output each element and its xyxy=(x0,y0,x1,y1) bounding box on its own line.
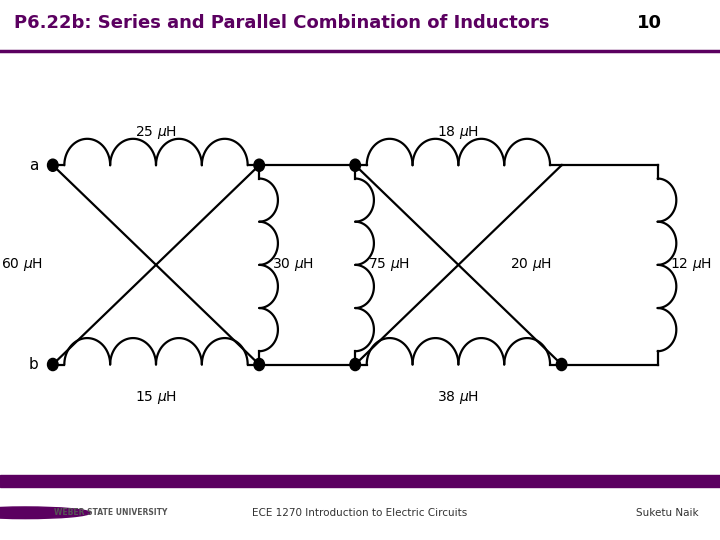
Circle shape xyxy=(48,359,58,370)
Text: 75 $\mu$H: 75 $\mu$H xyxy=(368,256,410,273)
Circle shape xyxy=(48,159,58,171)
Text: a: a xyxy=(29,158,38,173)
Text: ECE 1270 Introduction to Electric Circuits: ECE 1270 Introduction to Electric Circui… xyxy=(253,508,467,518)
Text: 12 $\mu$H: 12 $\mu$H xyxy=(670,256,712,273)
Circle shape xyxy=(557,359,567,370)
Circle shape xyxy=(350,159,361,171)
Bar xyxy=(0,475,720,487)
Circle shape xyxy=(0,507,90,518)
Text: 38 $\mu$H: 38 $\mu$H xyxy=(438,389,480,406)
Text: 60 $\mu$H: 60 $\mu$H xyxy=(1,256,43,273)
Text: 20 $\mu$H: 20 $\mu$H xyxy=(510,256,552,273)
Text: 30 $\mu$H: 30 $\mu$H xyxy=(271,256,314,273)
Text: 15 $\mu$H: 15 $\mu$H xyxy=(135,389,177,406)
Circle shape xyxy=(254,159,264,171)
Circle shape xyxy=(254,359,264,370)
Text: b: b xyxy=(29,357,38,372)
Text: 25 $\mu$H: 25 $\mu$H xyxy=(135,124,177,141)
Text: Suketu Naik: Suketu Naik xyxy=(636,508,698,518)
Circle shape xyxy=(350,359,361,370)
Text: 18 $\mu$H: 18 $\mu$H xyxy=(438,124,480,141)
Text: P6.22b: Series and Parallel Combination of Inductors: P6.22b: Series and Parallel Combination … xyxy=(14,14,550,31)
Text: 10: 10 xyxy=(637,14,662,31)
Text: WEBER STATE UNIVERSITY: WEBER STATE UNIVERSITY xyxy=(54,508,167,517)
